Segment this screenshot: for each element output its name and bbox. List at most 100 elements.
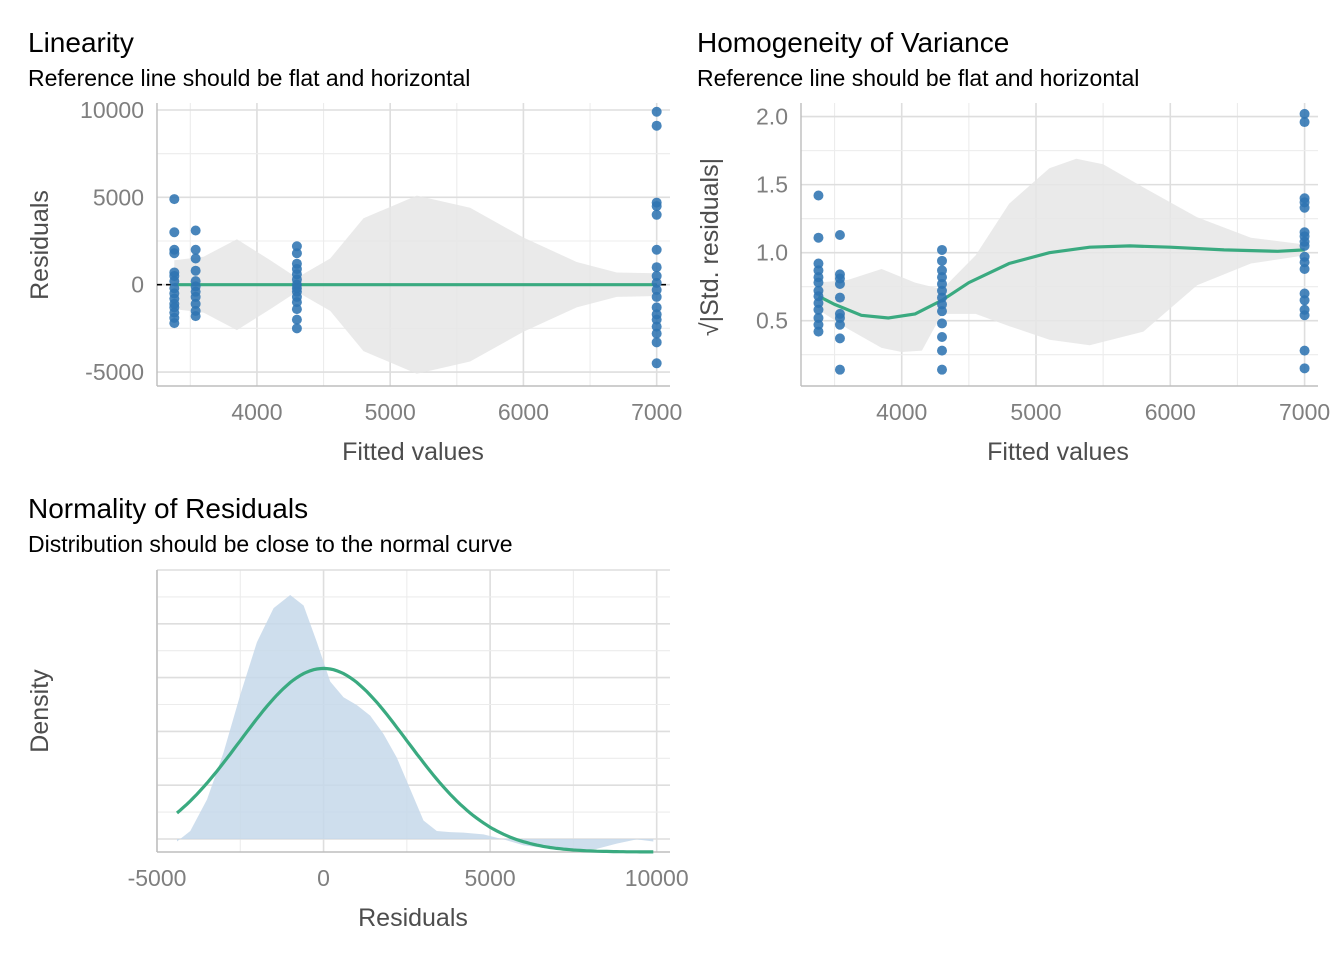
data-point	[937, 244, 947, 255]
confidence-band	[818, 158, 1305, 352]
y-axis-label: Residuals	[26, 190, 54, 300]
data-point	[190, 298, 201, 309]
data-point	[651, 120, 662, 131]
x-tick-label: 7000	[1279, 399, 1330, 425]
y-tick-label: 2.0	[756, 104, 788, 130]
data-point	[651, 321, 662, 332]
data-point	[651, 244, 662, 255]
x-tick-labels: 4000 5000 6000 7000	[876, 399, 1330, 425]
x-tick-label: 5000	[1010, 399, 1061, 425]
points-group	[813, 108, 1310, 375]
data-point	[834, 229, 845, 240]
y-tick-label: 0.5	[756, 308, 788, 334]
data-point	[651, 277, 662, 288]
linearity-panel: Linearity Reference line should be flat …	[26, 27, 682, 466]
data-point	[937, 255, 947, 266]
data-point	[834, 364, 845, 375]
data-point	[190, 225, 201, 236]
chart-title: Normality of Residuals	[28, 493, 308, 524]
data-point	[1299, 363, 1310, 374]
data-point	[834, 292, 845, 303]
y-tick-labels: 0.5 1.0 1.5 2.0	[756, 104, 788, 334]
data-point	[1299, 263, 1310, 274]
data-point	[1299, 117, 1310, 128]
x-tick-label: 4000	[231, 399, 282, 425]
smooth-line	[817, 244, 1305, 320]
data-point	[190, 265, 201, 276]
x-axis-label: Fitted values	[342, 438, 484, 466]
data-point	[937, 364, 947, 375]
data-point	[813, 277, 824, 288]
data-point	[937, 345, 947, 356]
data-point	[169, 248, 180, 259]
y-axis-label-group: √|Std. residuals|	[696, 158, 724, 336]
data-point	[651, 284, 662, 295]
y-axis-label: Density	[26, 669, 54, 753]
x-tick-label: 5000	[465, 865, 516, 891]
x-tick-label: 6000	[1145, 399, 1196, 425]
density-area-group	[177, 595, 654, 850]
data-point	[937, 306, 947, 317]
data-point	[169, 276, 180, 287]
data-point	[651, 291, 662, 302]
data-point	[1299, 345, 1310, 356]
data-point	[1299, 240, 1310, 251]
data-point	[1299, 108, 1310, 119]
normality-panel: Normality of Residuals Distribution shou…	[26, 493, 689, 932]
x-tick-label: 7000	[631, 399, 682, 425]
data-point	[190, 311, 201, 322]
data-point	[291, 304, 302, 315]
y-tick-label: 10000	[80, 97, 144, 123]
data-point	[651, 337, 662, 348]
x-tick-labels: -5000 0 5000 10000	[128, 865, 689, 891]
data-point	[651, 262, 662, 273]
data-point	[291, 323, 302, 334]
data-point	[834, 278, 845, 289]
data-point	[651, 106, 662, 117]
data-point	[291, 241, 302, 252]
data-point	[1299, 310, 1310, 321]
data-point	[190, 291, 201, 302]
data-point	[651, 328, 662, 339]
data-point	[651, 201, 662, 212]
chart-title: Linearity	[28, 27, 134, 58]
x-axis-label: Residuals	[358, 904, 468, 932]
y-tick-label: 1.0	[756, 240, 788, 266]
data-point	[651, 358, 662, 369]
data-point	[169, 194, 180, 205]
x-tick-label: 10000	[625, 865, 689, 891]
y-axis-label: √|Std. residuals|	[696, 158, 724, 336]
sqrt-sign: √	[696, 322, 724, 336]
data-point	[1299, 202, 1310, 213]
data-point	[190, 253, 201, 264]
y-axis-label-text: |Std. residuals|	[696, 158, 724, 322]
confidence-band-area	[818, 158, 1305, 352]
homogeneity-panel: Homogeneity of Variance Reference line s…	[696, 27, 1330, 466]
chart-subtitle: Distribution should be close to the norm…	[28, 531, 513, 557]
data-point	[937, 332, 947, 343]
data-point	[169, 227, 180, 238]
data-point	[937, 318, 947, 329]
data-point	[813, 232, 824, 243]
data-point	[813, 326, 824, 337]
density-area	[177, 595, 654, 850]
x-tick-label: -5000	[128, 865, 187, 891]
chart-subtitle: Reference line should be flat and horizo…	[28, 65, 470, 91]
x-axis-label: Fitted values	[987, 438, 1129, 466]
data-point	[813, 304, 824, 315]
data-point	[291, 297, 302, 308]
data-point	[651, 314, 662, 325]
smooth-line-group	[817, 244, 1305, 320]
chart-subtitle: Reference line should be flat and horizo…	[697, 65, 1139, 91]
y-tick-label: 5000	[93, 184, 144, 210]
data-point	[834, 333, 845, 344]
data-point	[169, 318, 180, 329]
data-point	[651, 209, 662, 220]
x-tick-label: 0	[317, 865, 330, 891]
y-tick-label: -5000	[85, 359, 144, 385]
y-tick-label: 0	[131, 272, 144, 298]
points-group	[169, 106, 662, 369]
data-point	[834, 319, 845, 330]
data-point	[291, 314, 302, 325]
